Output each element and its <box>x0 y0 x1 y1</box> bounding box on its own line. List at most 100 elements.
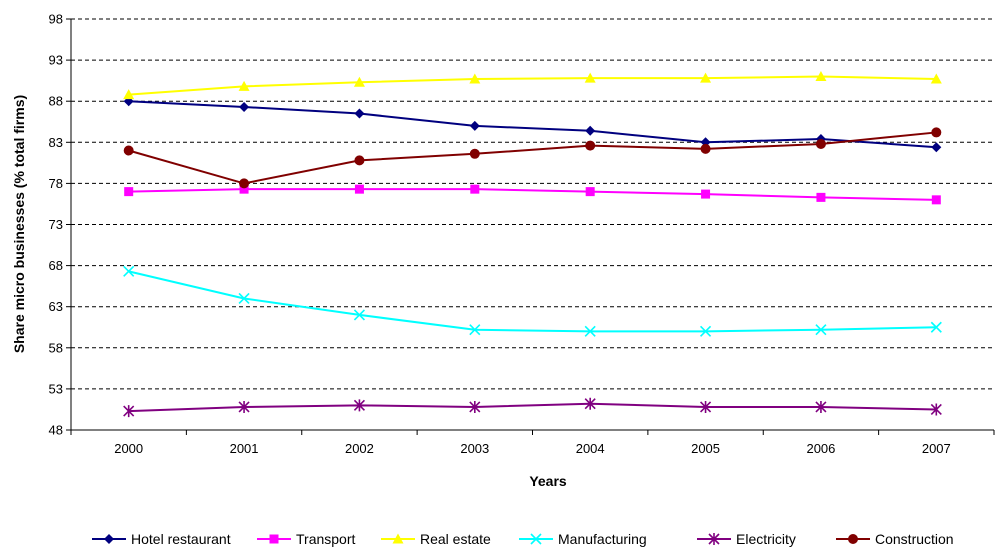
data-point <box>470 184 480 194</box>
legend: Hotel restaurant Transport Real estate Manu… <box>92 531 954 547</box>
axes <box>66 18 995 435</box>
data-point <box>530 533 542 545</box>
y-tick-label: 63 <box>49 299 63 314</box>
y-tick-labels: 48 53 58 63 68 73 78 83 88 93 98 <box>49 12 63 438</box>
data-point <box>469 120 480 131</box>
y-axis-title: Share micro businesses (% total firms) <box>11 95 27 353</box>
series-line <box>128 270 937 333</box>
legend-label: Transport <box>296 531 356 547</box>
data-point <box>469 324 481 336</box>
legend-label: Electricity <box>736 531 796 547</box>
data-point <box>699 400 712 413</box>
data-point <box>815 71 827 82</box>
data-point <box>930 403 942 416</box>
legend-item: Construction <box>836 531 954 547</box>
data-point <box>699 325 712 337</box>
data-point <box>239 101 250 112</box>
x-tick-label: 2006 <box>806 441 835 456</box>
legend-label: Real estate <box>420 531 491 547</box>
data-point <box>123 145 134 156</box>
data-point <box>469 400 481 413</box>
data-point <box>584 72 596 83</box>
x-tick-labels: 2000 2001 2002 2003 2004 2005 2006 2007 <box>114 441 951 456</box>
series-lines <box>123 71 942 418</box>
data-point <box>353 399 366 412</box>
legend-item: Hotel restaurant <box>92 531 231 547</box>
data-point <box>584 397 596 410</box>
series-line <box>128 188 937 201</box>
data-point <box>700 143 711 154</box>
data-point <box>931 142 942 153</box>
data-point <box>239 178 250 189</box>
legend-item: Transport <box>257 531 356 547</box>
data-point <box>708 533 720 545</box>
data-point <box>930 321 942 333</box>
series-construction <box>123 127 942 189</box>
data-point <box>123 89 135 100</box>
y-tick-label: 58 <box>49 340 63 355</box>
x-tick-label: 2002 <box>345 441 374 456</box>
data-point <box>392 533 404 544</box>
data-point <box>269 534 279 544</box>
legend-label: Construction <box>875 531 954 547</box>
legend-item: Electricity <box>697 531 796 547</box>
data-point <box>815 400 827 413</box>
series-electricity <box>123 397 942 418</box>
y-tick-label: 48 <box>49 423 63 438</box>
data-point <box>815 324 827 336</box>
y-tick-label: 93 <box>49 53 63 68</box>
y-tick-label: 98 <box>49 12 63 27</box>
data-point <box>123 405 135 418</box>
data-point <box>931 195 941 205</box>
legend-label: Manufacturing <box>558 531 647 547</box>
x-tick-label: 2007 <box>922 441 951 456</box>
series-hotel-restaurant <box>123 96 942 153</box>
data-point <box>700 72 712 83</box>
data-point <box>123 265 135 277</box>
data-point <box>124 187 134 197</box>
x-axis-title: Years <box>529 473 567 489</box>
data-point <box>238 292 250 305</box>
y-tick-label: 78 <box>49 176 63 191</box>
data-point <box>104 534 114 544</box>
data-point <box>238 80 250 91</box>
y-tick-label: 73 <box>49 217 63 232</box>
legend-label: Hotel restaurant <box>131 531 231 547</box>
legend-item: Manufacturing <box>519 531 647 547</box>
data-point <box>584 325 596 337</box>
data-point <box>354 184 364 194</box>
data-point <box>701 189 711 199</box>
x-tick-label: 2003 <box>460 441 489 456</box>
y-tick-label: 83 <box>49 135 63 150</box>
data-point <box>239 184 249 194</box>
x-tick-label: 2001 <box>230 441 259 456</box>
data-point <box>930 73 942 84</box>
data-point <box>353 309 366 321</box>
data-point <box>469 148 480 159</box>
data-point <box>469 73 481 84</box>
series-transport <box>124 184 941 205</box>
data-point <box>816 192 826 202</box>
gridlines <box>71 18 994 390</box>
series-line <box>128 131 937 185</box>
data-point <box>585 140 596 151</box>
data-point <box>815 138 826 149</box>
data-point <box>585 187 595 197</box>
data-point <box>353 76 365 87</box>
data-point <box>354 155 365 166</box>
x-tick-label: 2004 <box>576 441 605 456</box>
series-line <box>128 100 937 149</box>
data-point <box>585 125 596 136</box>
series-real-estate <box>123 71 942 100</box>
data-point <box>848 534 858 544</box>
x-tick-label: 2005 <box>691 441 720 456</box>
x-tick-label: 2000 <box>114 441 143 456</box>
data-point <box>238 400 250 413</box>
y-tick-label: 68 <box>49 258 63 273</box>
series-line <box>128 402 937 413</box>
data-point <box>931 127 942 138</box>
data-point <box>354 108 365 119</box>
legend-item: Real estate <box>381 531 491 547</box>
series-manufacturing <box>123 265 942 337</box>
